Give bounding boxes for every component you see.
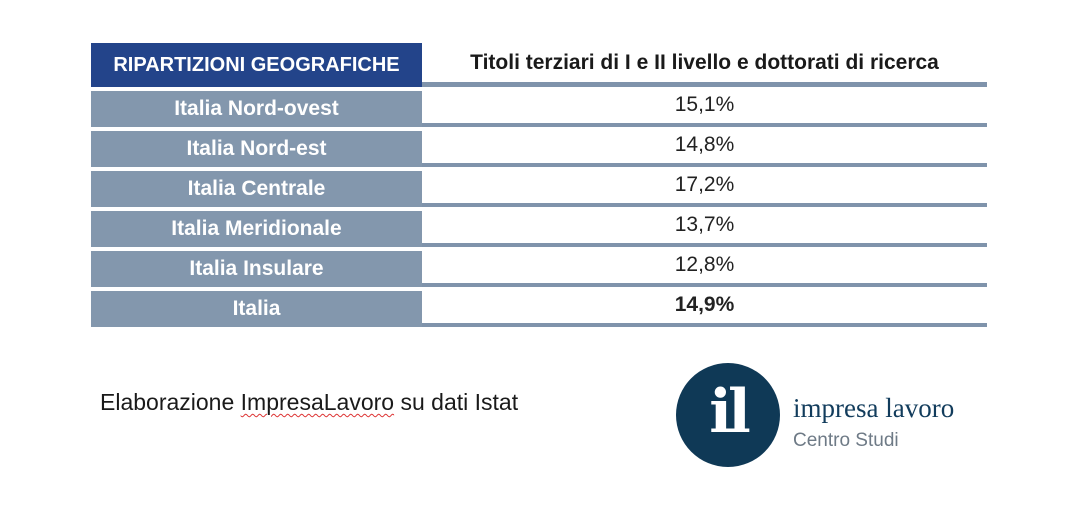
region-label: Italia Nord-ovest [91, 87, 422, 127]
source-prefix: Elaborazione [100, 389, 241, 415]
impresa-lavoro-logo: il impresa lavoro Centro Studi [676, 363, 976, 473]
table-row: Italia Nord-ovest 15,1% [91, 87, 987, 127]
table-row: Italia Centrale 17,2% [91, 167, 987, 207]
table-row-total: Italia 14,9% [91, 287, 987, 327]
region-value: 12,8% [422, 247, 987, 287]
region-value: 13,7% [422, 207, 987, 247]
source-brand: ImpresaLavoro [240, 389, 395, 415]
data-table: RIPARTIZIONI GEOGRAFICHE Titoli terziari… [91, 43, 987, 327]
logo-subtitle: Centro Studi [793, 430, 899, 451]
logo-mark-icon: il [676, 363, 780, 467]
region-label: Italia Meridionale [91, 207, 422, 247]
header-regions: RIPARTIZIONI GEOGRAFICHE [91, 43, 422, 87]
region-label: Italia Nord-est [91, 127, 422, 167]
header-tertiary-titles: Titoli terziari di I e II livello e dott… [422, 43, 987, 87]
table-row: Italia Insulare 12,8% [91, 247, 987, 287]
table-row: Italia Nord-est 14,8% [91, 127, 987, 167]
region-value: 15,1% [422, 87, 987, 127]
logo-name: impresa lavoro [793, 393, 955, 423]
source-caption: Elaborazione ImpresaLavoro su dati Istat [100, 389, 518, 416]
region-value: 14,8% [422, 127, 987, 167]
region-label: Italia Centrale [91, 167, 422, 207]
region-value: 14,9% [422, 287, 987, 327]
region-label: Italia Insulare [91, 247, 422, 287]
table-row: Italia Meridionale 13,7% [91, 207, 987, 247]
source-suffix: su dati Istat [394, 389, 519, 415]
logo-mark-text: il [709, 377, 751, 447]
region-value: 17,2% [422, 167, 987, 207]
region-label: Italia [91, 287, 422, 327]
table-header-row: RIPARTIZIONI GEOGRAFICHE Titoli terziari… [91, 43, 987, 87]
